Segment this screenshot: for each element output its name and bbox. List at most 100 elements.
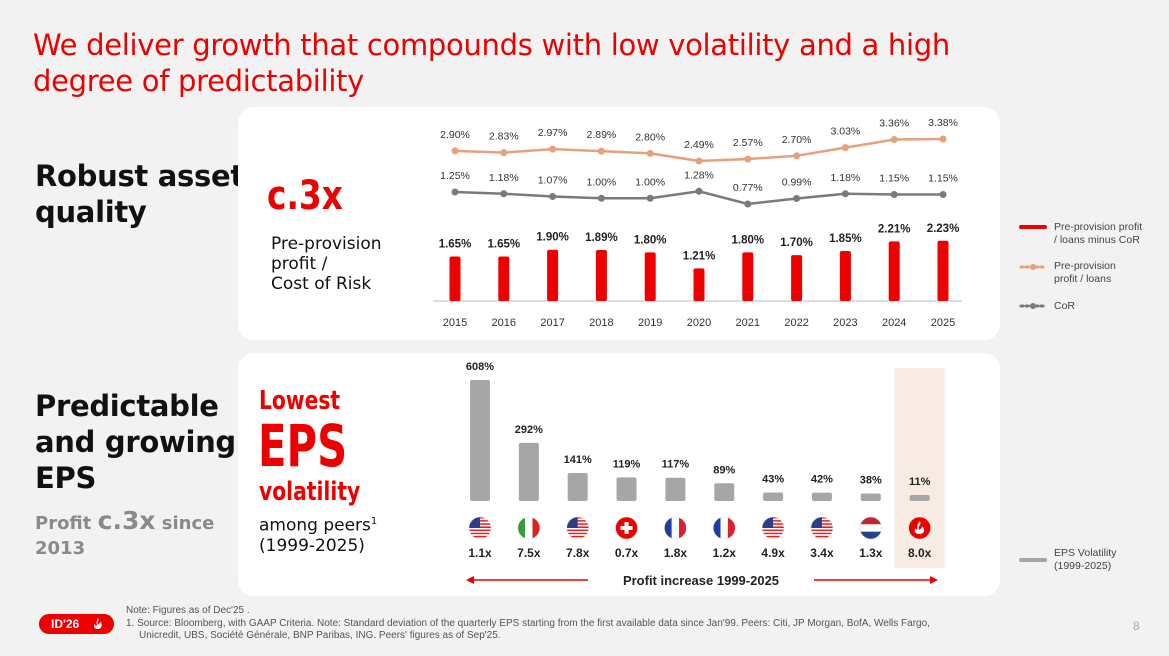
stripe [469, 532, 491, 535]
eps-bar-0 [470, 380, 490, 501]
flag-fill [859, 517, 882, 539]
sub-highlight: c.3x [97, 506, 156, 535]
stripe [762, 532, 785, 535]
ppp-point-2018 [597, 147, 605, 155]
flag-fr-icon [713, 517, 736, 539]
ppp-label-2018: 2.89% [587, 129, 617, 141]
stripe [469, 528, 491, 530]
bar-label-2018: 1.89% [585, 232, 618, 244]
ppp-label-2022: 2.70% [782, 134, 812, 146]
cor-label-2023: 1.18% [831, 172, 861, 184]
band [679, 517, 687, 539]
section2-title-line2: and growing [35, 425, 236, 459]
bar-2025 [937, 240, 949, 301]
cor-label-2025: 1.15% [928, 173, 958, 185]
legend-spread-label: Pre-provision profit / loans minus CoR [1054, 221, 1142, 247]
section2-title-line1: Predictable [35, 389, 219, 423]
ppp-point-2019 [646, 149, 654, 157]
flag-ch-icon [615, 517, 638, 539]
stripe [762, 528, 785, 530]
eps-bar-1 [518, 442, 539, 501]
flag-fill [762, 517, 785, 539]
cross [620, 526, 633, 530]
band [671, 517, 680, 539]
stripe [762, 535, 785, 538]
x-tick-2022: 2022 [784, 317, 808, 329]
bar-label-2019: 1.80% [634, 234, 667, 246]
flag-fill [810, 517, 833, 539]
flag-border [566, 516, 590, 540]
legend-swatches [1019, 225, 1047, 309]
profit-multiple-7: 3.4x [810, 546, 834, 560]
flag-fill [517, 517, 540, 539]
cor-label-2017: 1.07% [538, 175, 568, 187]
x-tick-2019: 2019 [638, 317, 662, 329]
x-tick-2025: 2025 [931, 317, 955, 329]
eps-bar-label-3: 119% [613, 458, 641, 470]
band [859, 517, 882, 525]
legend-marker-cor [1030, 303, 1036, 309]
flag-fill [908, 517, 931, 539]
flag-border [712, 516, 736, 540]
note-line3: Unicredit, UBS, Société Générale, BNP Pa… [139, 630, 501, 641]
eps-bar-2 [567, 472, 588, 501]
eps-bar-5 [714, 483, 735, 501]
cor-point-2016 [500, 190, 508, 198]
bar-label-2021: 1.80% [731, 234, 764, 246]
left-arrow-head [466, 576, 474, 584]
flag-fr-icon [664, 517, 687, 539]
x-tick-2015: 2015 [443, 317, 467, 329]
page-number: 8 [1133, 619, 1140, 633]
stripe [762, 529, 785, 532]
flag-border [615, 516, 638, 540]
cor-point-2020 [695, 187, 703, 195]
ppp-point-2017 [549, 145, 557, 153]
stripe [566, 532, 589, 535]
caption2-text: among peers [259, 515, 371, 536]
bar-label-2017: 1.90% [536, 232, 569, 244]
cor-label-2024: 1.15% [879, 173, 909, 185]
legend-cor-line1: CoR [1054, 300, 1076, 312]
band [532, 517, 540, 539]
eps-bar-8 [860, 493, 881, 501]
sub-prefix: Profit [35, 513, 98, 534]
stripe [810, 531, 833, 533]
canton [810, 517, 822, 528]
band [517, 517, 526, 539]
cor-label-2020: 1.28% [684, 169, 714, 181]
band [720, 517, 728, 539]
eps-bar-6 [763, 492, 784, 501]
eps-bar-label-0: 608% [466, 361, 494, 373]
legend-marker-ppp [1030, 264, 1036, 270]
eps-bar-3 [616, 477, 637, 501]
cor-point-2025 [939, 191, 947, 198]
bar-label-2024: 2.21% [878, 223, 911, 235]
flag-us-icon [469, 517, 491, 539]
bar-2021 [742, 252, 754, 301]
ppp-label-2021: 2.57% [733, 137, 763, 149]
bar-2015 [449, 256, 461, 301]
ppp-point-2024 [890, 136, 898, 144]
x-tick-2023: 2023 [833, 317, 857, 329]
ppp-point-2015 [451, 147, 459, 155]
stripe [810, 528, 833, 530]
stripe [566, 531, 589, 533]
ppp-point-2025 [939, 135, 947, 143]
cor-label-2022: 0.99% [782, 177, 812, 189]
section1-title-line2: quality [35, 195, 147, 229]
ppp-point-2021 [744, 155, 752, 163]
x-tick-2021: 2021 [736, 317, 760, 329]
eps-bar-label-5: 89% [713, 464, 735, 476]
section2-caption: among peers1 (1999-2025) [259, 512, 377, 556]
stripe [566, 528, 589, 530]
stripe [810, 532, 833, 535]
cor-label-2021: 0.77% [733, 182, 763, 194]
profit-multiple-8: 1.3x [859, 546, 883, 560]
cor-point-2018 [597, 194, 605, 202]
stripe [469, 535, 491, 538]
profit-multiple-9: 8.0x [908, 546, 932, 560]
caption-line2: profit / [271, 254, 328, 274]
bar-2022 [791, 255, 803, 301]
legend-eps-swatch [1019, 558, 1047, 562]
